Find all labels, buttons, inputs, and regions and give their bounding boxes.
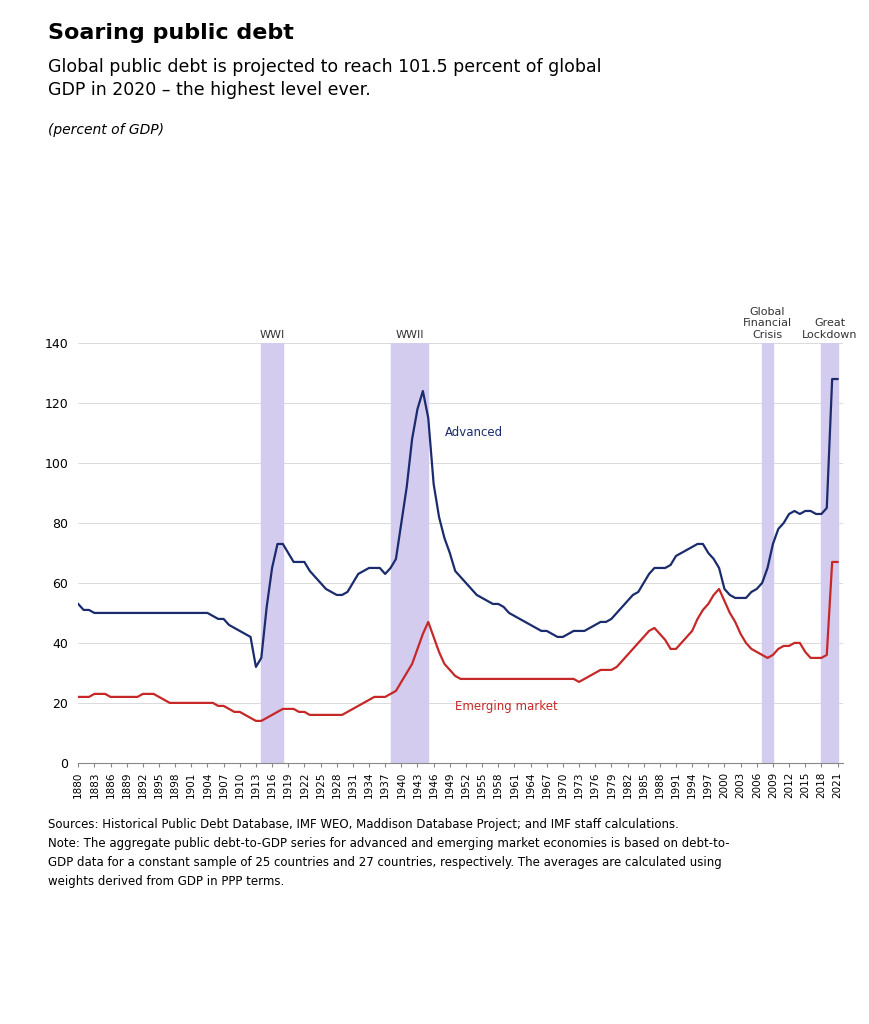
Text: Global public debt is projected to reach 101.5 percent of global
GDP in 2020 – t: Global public debt is projected to reach… [48, 58, 601, 98]
Bar [390, 343, 428, 763]
Bar [821, 343, 838, 763]
Bar [762, 343, 773, 763]
Text: WWI: WWI [260, 330, 285, 340]
Text: (percent of GDP): (percent of GDP) [48, 123, 163, 137]
Text: Global
Financial
Crisis: Global Financial Crisis [743, 307, 793, 340]
Bar [262, 343, 282, 763]
Text: Advanced: Advanced [444, 426, 502, 439]
Text: WWII: WWII [395, 330, 424, 340]
Text: Great
Lockdown: Great Lockdown [802, 318, 857, 340]
Text: INTERNATIONAL MONETARY FUND: INTERNATIONAL MONETARY FUND [263, 975, 606, 993]
Text: Soaring public debt: Soaring public debt [48, 23, 294, 43]
Text: Emerging market: Emerging market [455, 700, 558, 713]
Text: Sources: Historical Public Debt Database, IMF WEO, Maddison Database Project; an: Sources: Historical Public Debt Database… [48, 818, 729, 888]
